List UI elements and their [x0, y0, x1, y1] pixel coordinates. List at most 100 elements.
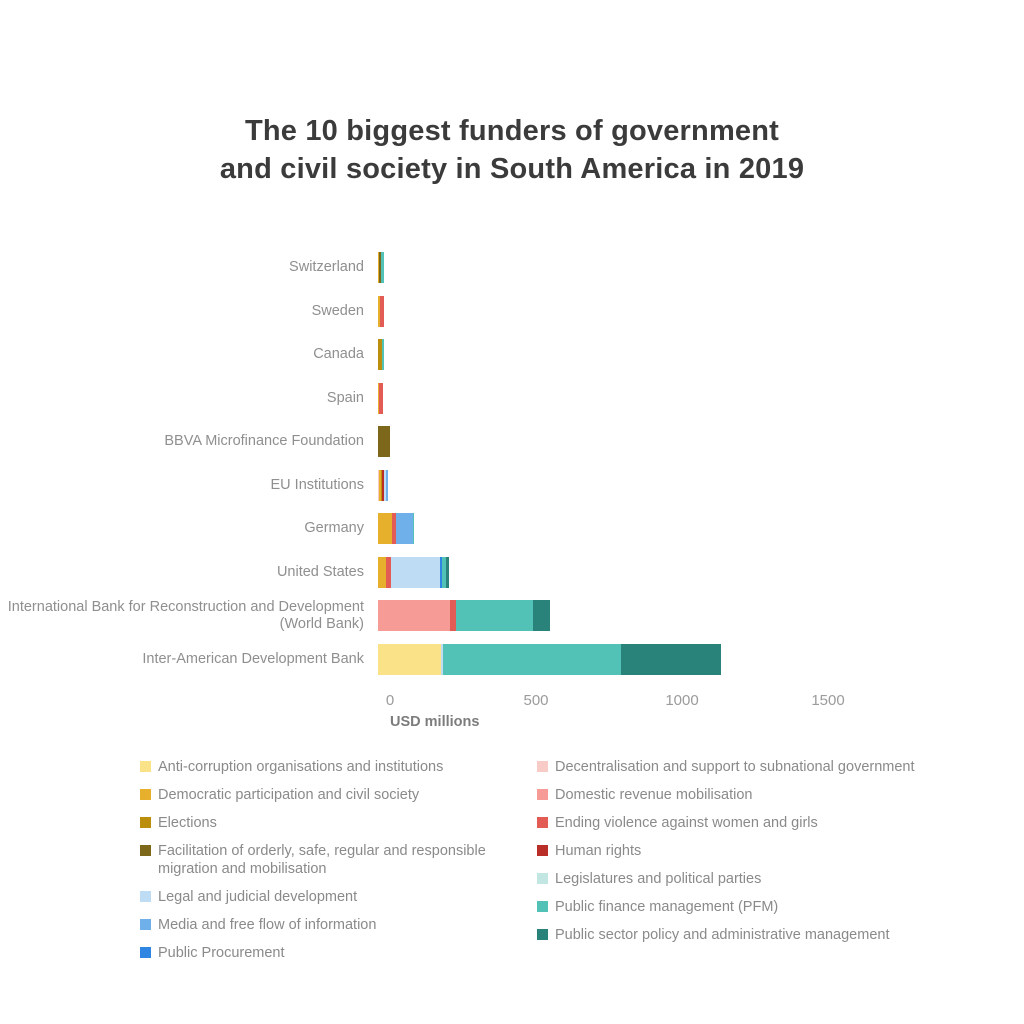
legend-column-right: Decentralisation and support to subnatio…	[537, 758, 920, 972]
chart-row: International Bank for Reconstruction an…	[0, 594, 1024, 638]
bar-segment-media_info	[385, 469, 388, 501]
chart-row: Spain	[0, 377, 1024, 421]
chart-row: Sweden	[0, 290, 1024, 334]
bar-track	[378, 600, 1024, 632]
bar-segment-anti_corruption	[378, 643, 442, 675]
chart-row: Inter-American Development Bank	[0, 638, 1024, 682]
bar-segment-pfm	[443, 643, 622, 675]
funder-label: Switzerland	[289, 259, 364, 276]
legend-column-left: Anti-corruption organisations and instit…	[140, 758, 537, 972]
bar-segment-democratic_participation	[378, 513, 393, 545]
bar-segment-ending_violence	[380, 295, 385, 327]
legend-item-legal_judicial: Legal and judicial development	[140, 888, 537, 906]
legend-swatch-icon	[140, 919, 151, 930]
bar-segment-ending_violence	[392, 513, 397, 545]
chart-row: BBVA Microfinance Foundation	[0, 420, 1024, 464]
legend-swatch-icon	[537, 901, 548, 912]
x-tick-1500: 1500	[811, 692, 845, 709]
bar-segment-domestic_revenue	[378, 600, 450, 632]
legend-swatch-icon	[537, 817, 548, 828]
funder-label: Sweden	[311, 302, 364, 319]
bar-segment-decentralisation	[378, 469, 379, 501]
legend-item-pfm: Public finance management (PFM)	[537, 898, 920, 916]
legend-label: Public finance management (PFM)	[555, 899, 779, 915]
funder-label: Canada	[313, 346, 364, 363]
bar-track	[378, 643, 1024, 675]
bar-track	[378, 252, 1024, 284]
legend-label: Public Procurement	[158, 945, 285, 961]
bar-segment-ending_violence	[378, 382, 383, 414]
legend-label: Domestic revenue mobilisation	[555, 787, 753, 803]
x-tick-500: 500	[523, 692, 549, 709]
legend-label: Ending violence against women and girls	[555, 815, 818, 831]
bar-segment-legal_judicial	[390, 556, 441, 588]
legend-item-domestic_revenue: Domestic revenue mobilisation	[537, 786, 920, 804]
legend-label: Facilitation of orderly, safe, regular a…	[158, 843, 486, 877]
legend-item-legislatures: Legislatures and political parties	[537, 870, 920, 888]
legend-swatch-icon	[140, 845, 151, 856]
bar-track	[378, 382, 1024, 414]
bar-track	[378, 469, 1024, 501]
funder-label: EU Institutions	[270, 476, 365, 493]
bar-segment-pfm	[441, 556, 447, 588]
legend-item-media_info: Media and free flow of information	[140, 916, 537, 934]
legend-item-human_rights: Human rights	[537, 842, 920, 860]
legend-swatch-icon	[140, 761, 151, 772]
bar-segment-elections	[381, 469, 383, 501]
bar-track	[378, 426, 1024, 458]
bar-segment-public_procurement	[440, 556, 442, 588]
bar-segment-public_sector_policy	[533, 600, 550, 632]
legend-item-anti_corruption: Anti-corruption organisations and instit…	[140, 758, 537, 776]
legend-swatch-icon	[537, 873, 548, 884]
bar-segment-public_sector_policy	[446, 556, 450, 588]
chart-title-line2: and civil society in South America in 20…	[219, 153, 805, 185]
bar-segment-democratic_participation	[378, 252, 380, 284]
chart-row: United States	[0, 551, 1024, 595]
legend-swatch-icon	[140, 891, 151, 902]
legend-swatch-icon	[537, 845, 548, 856]
x-tick-0: 0	[385, 692, 395, 709]
legend-swatch-icon	[537, 929, 548, 940]
legend: Anti-corruption organisations and instit…	[140, 758, 920, 972]
legend-item-facilitation_migration: Facilitation of orderly, safe, regular a…	[140, 842, 537, 878]
bar-chart: Switzerland Sweden Canada Spain BBVA Microfi…	[0, 246, 1024, 681]
bar-segment-public_sector_policy	[621, 643, 722, 675]
bar-segment-democratic_participation	[378, 556, 386, 588]
legend-swatch-icon	[140, 789, 151, 800]
bar-segment-facilitation_migration	[379, 252, 381, 284]
legend-label: Legislatures and political parties	[555, 871, 762, 887]
funder-label: United States	[276, 563, 364, 580]
bar-track	[378, 339, 1024, 371]
legend-label: Decentralisation and support to subnatio…	[555, 759, 915, 775]
bar-track	[378, 513, 1024, 545]
bar-segment-legal_judicial	[441, 643, 444, 675]
chart-title-line1: The 10 biggest funders of government	[244, 115, 780, 147]
bar-segment-elections	[378, 339, 383, 371]
x-tick-1000: 1000	[665, 692, 699, 709]
chart-row: Germany	[0, 507, 1024, 551]
chart-row: Switzerland	[0, 246, 1024, 290]
legend-label: Elections	[158, 815, 217, 831]
bar-segment-pfm	[455, 600, 534, 632]
chart-row: EU Institutions	[0, 464, 1024, 508]
x-axis-label: USD millions	[390, 714, 480, 730]
bar-segment-democratic_participation	[378, 295, 381, 327]
bar-segment-pfm	[413, 513, 415, 545]
bar-segment-pfm	[382, 339, 385, 371]
bar-segment-ending_violence	[385, 556, 391, 588]
chart-title: The 10 biggest funders of government and…	[0, 112, 1024, 188]
legend-label: Anti-corruption organisations and instit…	[158, 759, 444, 775]
legend-swatch-icon	[537, 761, 548, 772]
funder-label: Inter-American Development Bank	[142, 650, 364, 667]
x-axis-ticks: 0 500 1000 1500	[0, 692, 1024, 712]
legend-swatch-icon	[140, 947, 151, 958]
funder-label: International Bank for Reconstruction an…	[7, 598, 364, 632]
legend-label: Public sector policy and administrative …	[555, 927, 890, 943]
legend-item-ending_violence: Ending violence against women and girls	[537, 814, 920, 832]
funder-label: Germany	[304, 520, 364, 537]
legend-item-public_procurement: Public Procurement	[140, 944, 537, 962]
legend-label: Media and free flow of information	[158, 917, 377, 933]
funder-label: BBVA Microfinance Foundation	[164, 433, 364, 450]
bar-segment-facilitation_migration	[378, 426, 390, 458]
